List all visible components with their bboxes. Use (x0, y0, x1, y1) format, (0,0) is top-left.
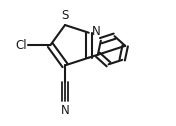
Text: Cl: Cl (15, 39, 27, 52)
Text: S: S (61, 9, 69, 22)
Text: N: N (61, 104, 69, 117)
Text: N: N (92, 25, 101, 38)
